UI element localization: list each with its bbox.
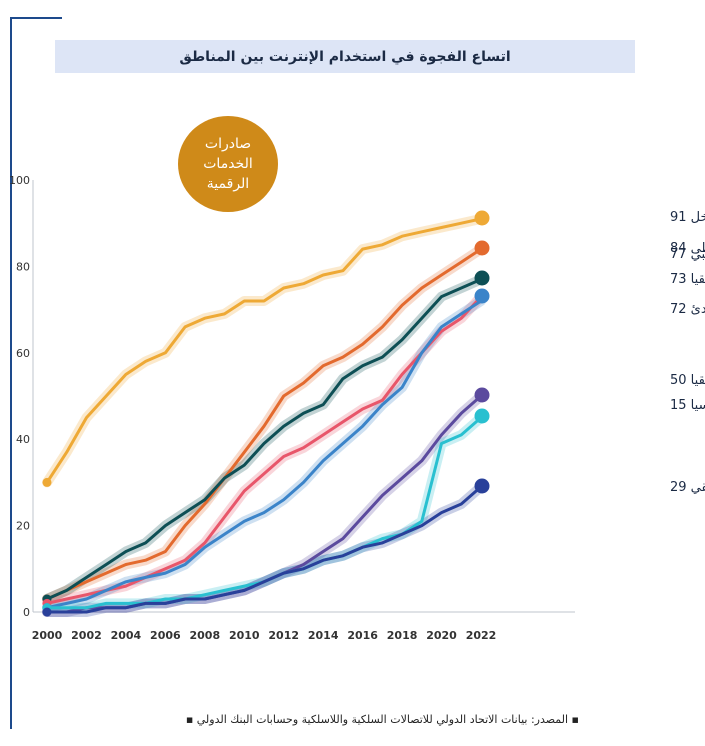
series-label-east-africa: شرق أفريقيا والجنوب الإفريقي 29 xyxy=(670,478,705,495)
x-tick-label: 2010 xyxy=(229,629,260,642)
series-line xyxy=(45,247,483,601)
series-end-point xyxy=(474,478,490,494)
x-tick-label: 2004 xyxy=(111,629,142,642)
series-end-point xyxy=(474,210,490,226)
x-tick-label: 2018 xyxy=(387,629,418,642)
x-tick-label: 2014 xyxy=(308,629,339,642)
x-tick-label: 2006 xyxy=(150,629,181,642)
frame-left-border xyxy=(10,17,12,729)
x-tick-label: 2008 xyxy=(190,629,221,642)
series-end-point xyxy=(474,387,490,403)
y-tick-label: 40 xyxy=(16,433,30,446)
y-tick-label: 20 xyxy=(16,520,30,533)
series-line xyxy=(45,295,483,605)
series-line xyxy=(45,485,483,614)
series-line-glow xyxy=(42,274,486,604)
y-tick-label: 60 xyxy=(16,347,30,360)
series-start-point xyxy=(42,477,52,487)
series-label-east-asia: شرق آسيا والمحيط الهادئ 72 xyxy=(670,300,705,317)
series-line xyxy=(45,277,483,601)
frame-top-border xyxy=(10,17,62,19)
series-line xyxy=(45,217,483,484)
series-end-point xyxy=(474,408,490,424)
series-label-high-income: بلدان مرتفعة الدخل 91 xyxy=(670,210,705,225)
series-start-point xyxy=(42,607,52,617)
x-tick-label: 2000 xyxy=(32,629,63,642)
x-tick-label: 2012 xyxy=(268,629,299,642)
chart-title: اتساع الفجوة في استخدام الإنترنت بين الم… xyxy=(55,40,635,73)
series-label-latin-america: أمريكا اللاتينية والبحر الكاريبي 77 xyxy=(670,245,705,262)
x-tick-label: 2002 xyxy=(71,629,102,642)
source-note: ▪ المصدر: بيانات الاتحاد الدولي للاتصالا… xyxy=(185,713,579,726)
y-tick-label: 80 xyxy=(16,260,30,273)
series-label-south-asia: جنوب آسيا 15 xyxy=(670,396,705,413)
series-line xyxy=(45,299,483,610)
x-tick-label: 2020 xyxy=(426,629,457,642)
series-label-europe-central-asia: أوروبا وآسيا الوسطى 84 xyxy=(670,239,705,256)
x-tick-label: 2016 xyxy=(347,629,378,642)
series-label-middle-east: الشرق الأوسط وشمال أفريقيا 73 xyxy=(670,270,705,287)
series-end-point xyxy=(474,270,490,286)
y-tick-label: 100 xyxy=(9,174,30,187)
series-label-west-africa: غرب ووسط أفريقيا 50 xyxy=(670,371,705,388)
series-end-point xyxy=(474,240,490,256)
series-end-point xyxy=(474,288,490,304)
x-tick-label: 2022 xyxy=(466,629,497,642)
category-badge: صادرات الخدمات الرقمية xyxy=(178,116,278,212)
y-tick-label: 0 xyxy=(23,606,30,619)
